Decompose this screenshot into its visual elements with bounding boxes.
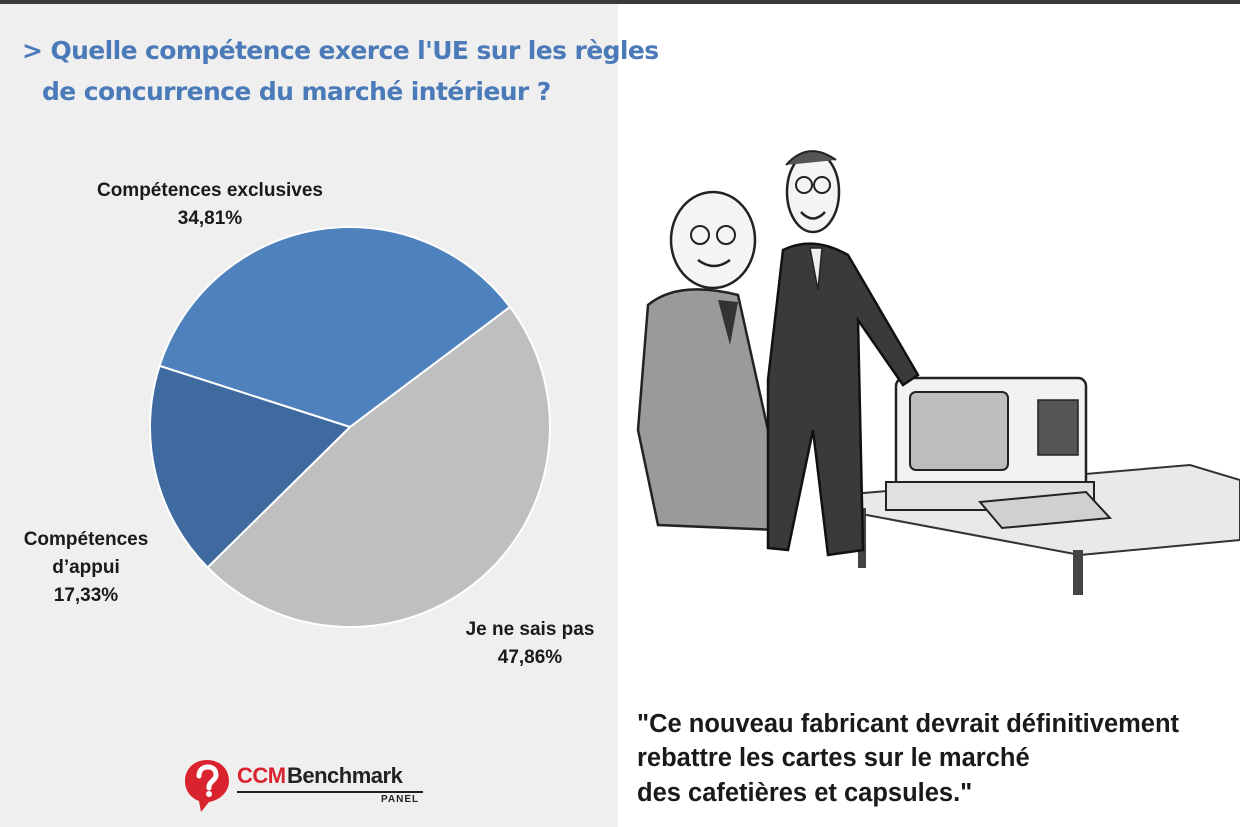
- slice-label-exclusives-value: 34,81%: [177, 208, 243, 229]
- slice-label-appui-name2: d’appui: [52, 557, 120, 578]
- slice-label-exclusives-name: Compétences exclusives: [96, 180, 323, 201]
- logo-panel-text: PANEL: [381, 794, 420, 805]
- caption-line1: "Ce nouveau fabricant devrait définitive…: [637, 710, 1180, 738]
- slice-label-jsp: Je ne sais pas 47,86%: [440, 616, 620, 672]
- pie-slice-appui: [149, 364, 352, 569]
- caption-line2: rebattre les cartes sur le marché: [637, 744, 1030, 772]
- slice-label-appui: Compétences d’appui 17,33%: [0, 526, 172, 610]
- chart-title-line1: > Quelle compétence exerce l'UE sur les …: [22, 36, 659, 65]
- question-mark-pin-icon: [185, 760, 229, 812]
- slice-label-jsp-value: 47,86%: [497, 647, 563, 668]
- slice-label-jsp-name: Je ne sais pas: [465, 619, 595, 640]
- slice-label-exclusives: Compétences exclusives 34,81%: [60, 177, 360, 233]
- cartoon-illustration: [636, 150, 1240, 595]
- slice-label-appui-value: 17,33%: [53, 585, 119, 606]
- chart-title-line2: de concurrence du marché intérieur ?: [42, 77, 551, 106]
- slice-label-appui-name1: Compétences: [23, 529, 149, 550]
- logo-underline: [237, 791, 423, 793]
- pie-slice-je-ne-sais-pas: [206, 305, 551, 628]
- logo-ccm-text: CCM: [237, 763, 286, 788]
- caption-line3: des cafetières et capsules.": [637, 779, 973, 807]
- logo-benchmark-text: Benchmark: [287, 763, 403, 788]
- pie-slice-exclusives: [158, 226, 512, 429]
- top-border: [0, 0, 1240, 4]
- ccm-benchmark-logo: CCM Benchmark PANEL: [183, 758, 443, 818]
- pie-chart: [149, 226, 551, 628]
